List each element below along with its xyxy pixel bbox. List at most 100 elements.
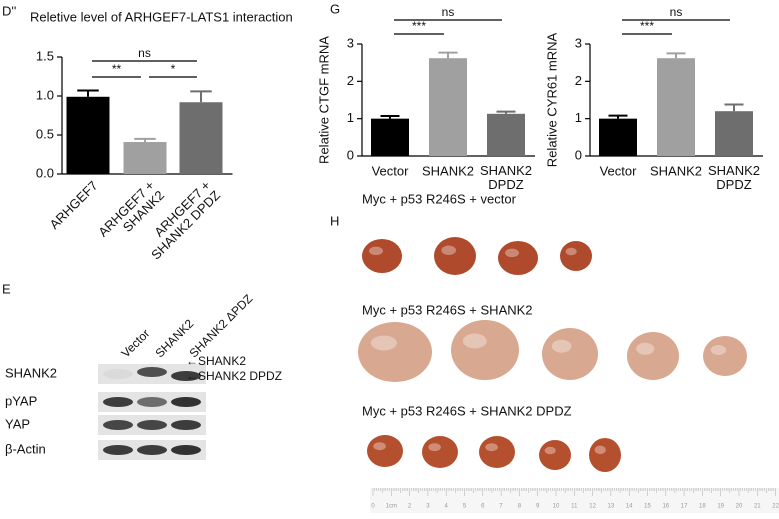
- significance-label: ns: [670, 5, 683, 19]
- x-tick-label: Vector: [600, 163, 638, 178]
- ruler-label: 17: [681, 504, 688, 510]
- group-label: Myc + p53 R246S + vector: [362, 191, 517, 206]
- x-tick-label: SHANK2: [422, 163, 474, 178]
- liver-highlight: [462, 333, 487, 349]
- x-tick-label: ARHGEF7: [47, 178, 101, 232]
- liver: [358, 322, 432, 382]
- band: [137, 445, 167, 455]
- ruler-label: 21: [754, 504, 761, 510]
- ruler-label: 0: [371, 504, 375, 510]
- ruler-label: 5: [463, 504, 467, 510]
- row-label: pYAP: [5, 393, 37, 408]
- band: [137, 397, 167, 407]
- ruler-label: 3: [426, 504, 430, 510]
- liver: [560, 241, 592, 271]
- liver: [498, 241, 538, 275]
- row-label: SHANK2: [5, 365, 57, 380]
- ruler-label: 2: [408, 504, 412, 510]
- y-tick-label: 1: [347, 110, 354, 125]
- x-tick-label: SHANK2 DPDZ: [708, 163, 760, 192]
- liver: [479, 436, 515, 468]
- liver-highlight: [485, 443, 498, 452]
- y-tick-label: 0: [347, 147, 354, 162]
- x-tick-label: SHANK2 DPDZ: [480, 163, 532, 192]
- significance-label: ns: [442, 5, 455, 19]
- ruler-label: 7: [499, 504, 503, 510]
- bar: [66, 96, 110, 174]
- liver: [703, 336, 747, 376]
- ruler-label: 16: [662, 504, 669, 510]
- x-tick-label: ARHGEF7 +SHANK2: [96, 178, 168, 250]
- significance-label: ***: [640, 19, 654, 33]
- ruler-label: 9: [536, 504, 540, 510]
- ruler-label: 4: [445, 504, 449, 510]
- group-label: Myc + p53 R246S + SHANK2: [362, 302, 533, 317]
- y-tick-label: 1.0: [36, 87, 54, 102]
- liver: [367, 435, 403, 467]
- liver-highlight: [565, 247, 577, 256]
- lane-label: SHANK2 ΔPDZ: [186, 292, 255, 361]
- ruler-label: 6: [481, 504, 485, 510]
- liver-highlight: [636, 342, 655, 355]
- y-tick-label: 1.5: [36, 48, 54, 63]
- ruler-label: 8: [518, 504, 522, 510]
- x-tick-label: Vector: [372, 163, 410, 178]
- ruler-label: 14: [626, 504, 633, 510]
- y-axis-label: Relative CTGF mRNA: [316, 36, 331, 164]
- ruler-label: 13: [608, 504, 615, 510]
- ruler-label: 10: [553, 504, 560, 510]
- significance-label: **: [112, 62, 122, 76]
- liver-highlight: [505, 248, 519, 258]
- lane-label: Vector: [118, 326, 152, 360]
- liver: [422, 436, 458, 468]
- ruler-label: 11: [571, 504, 578, 510]
- y-tick-label: 1: [575, 110, 582, 125]
- panel-label: D'': [2, 3, 16, 18]
- bar: [429, 58, 467, 156]
- y-axis-label: Relative CYR61 mRNA: [544, 32, 559, 167]
- y-tick-label: 0: [575, 147, 582, 162]
- panel-label: G: [330, 1, 340, 16]
- row-label: YAP: [5, 416, 30, 431]
- band: [103, 445, 133, 455]
- ruler-label: 18: [699, 504, 706, 510]
- ruler-label: 12: [589, 504, 596, 510]
- liver-highlight: [370, 335, 397, 351]
- liver-highlight: [551, 339, 572, 353]
- band: [171, 445, 201, 455]
- panel-label: E: [2, 281, 11, 296]
- bar: [657, 58, 695, 156]
- liver-highlight: [594, 445, 606, 455]
- liver: [362, 239, 402, 273]
- liver: [542, 328, 598, 380]
- band-arrow: ←SHANK2 DPDZ: [186, 369, 282, 383]
- band: [103, 397, 133, 407]
- band: [103, 420, 133, 430]
- liver-highlight: [710, 345, 727, 355]
- y-tick-label: 0.0: [36, 165, 54, 180]
- significance-label: ns: [138, 46, 151, 60]
- band: [137, 420, 167, 430]
- band: [171, 371, 201, 381]
- liver: [451, 320, 519, 380]
- y-tick-label: 2: [347, 73, 354, 88]
- liver: [539, 440, 571, 470]
- significance-label: ***: [412, 19, 426, 33]
- x-tick-label: SHANK2: [650, 163, 702, 178]
- liver: [589, 438, 621, 472]
- y-tick-label: 0.5: [36, 126, 54, 141]
- row-label: β-Actin: [5, 441, 46, 456]
- liver-highlight: [369, 246, 383, 256]
- ruler-label: 19: [717, 504, 724, 510]
- y-tick-label: 3: [347, 35, 354, 50]
- liver-highlight: [428, 443, 441, 452]
- band: [103, 369, 133, 379]
- band: [137, 367, 167, 377]
- ruler-label: 22: [772, 504, 779, 510]
- liver: [627, 332, 679, 380]
- bar: [599, 118, 637, 156]
- bar: [123, 142, 167, 174]
- panel-label: H: [330, 213, 339, 228]
- y-tick-label: 3: [575, 35, 582, 50]
